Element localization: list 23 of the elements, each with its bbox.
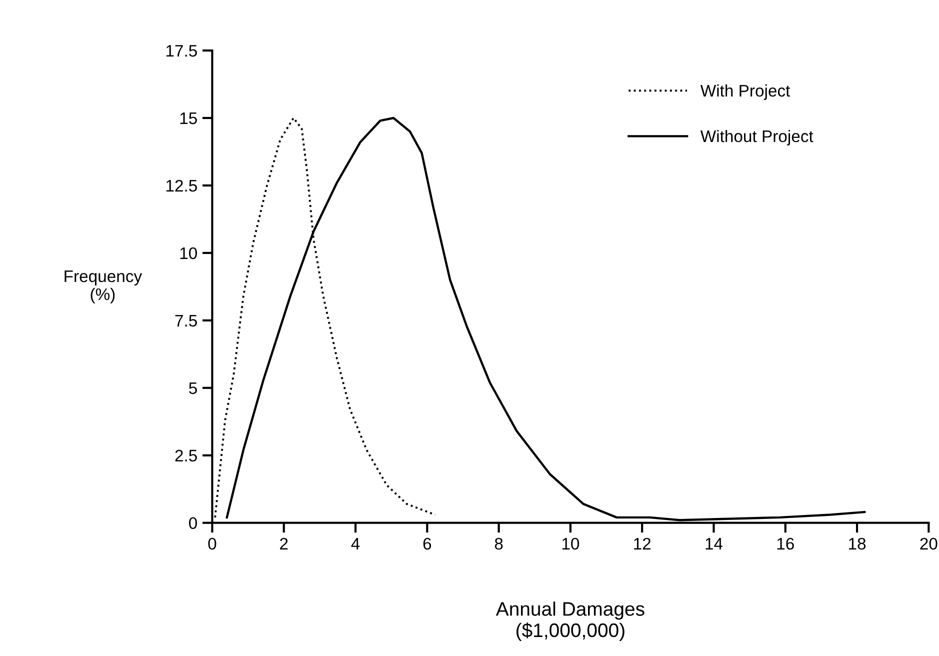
- y-axis-title: Frequency (%): [64, 270, 142, 304]
- x-tick-label: 8: [494, 538, 503, 550]
- y-tick-label: 17.5: [166, 45, 197, 57]
- y-tick-label: 15: [180, 112, 197, 124]
- y-tick-label: 7.5: [175, 314, 197, 327]
- x-tick-label: 2: [280, 538, 288, 550]
- y-tick-label: 2.5: [175, 450, 197, 462]
- x-tick-label: 4: [351, 538, 360, 550]
- x-tick-label: 16: [777, 538, 794, 550]
- x-tick-label: 18: [849, 538, 866, 550]
- x-tick-label: 20: [920, 538, 938, 550]
- x-axis-title: Annual Damages ($1,000,000): [496, 602, 644, 641]
- x-tick-label: 0: [208, 538, 216, 550]
- x-tick-label: 6: [423, 538, 432, 550]
- y-tick-label: 12.5: [166, 180, 197, 192]
- y-tick-label: 5: [189, 382, 197, 394]
- x-tick-label: 10: [562, 538, 580, 550]
- legend-label: With Project: [700, 84, 790, 100]
- y-tick-label: 0: [189, 517, 197, 530]
- x-tick-label: 12: [634, 538, 651, 550]
- x-tick-label: 14: [706, 538, 723, 550]
- legend-label: Without Project: [700, 130, 814, 146]
- y-tick-label: 10: [180, 247, 197, 260]
